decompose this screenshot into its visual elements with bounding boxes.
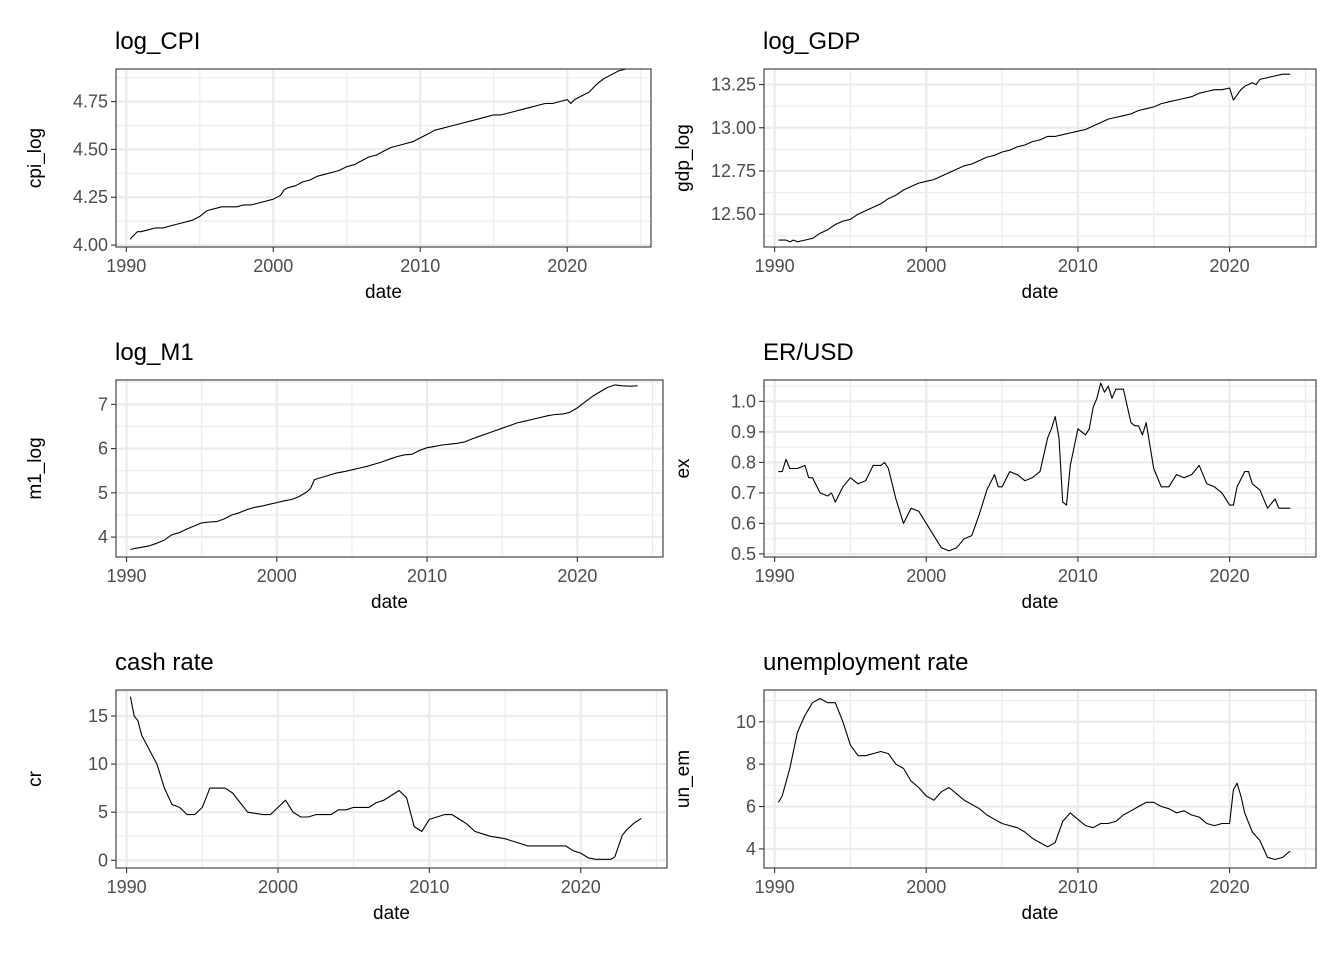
series-line-1	[778, 73, 1291, 243]
x-tick-label: 2010	[400, 256, 440, 276]
series-line-1	[130, 384, 638, 551]
series-line-1	[778, 382, 1291, 552]
y-tick-label: 12.75	[711, 161, 756, 181]
y-tick-label: 0.6	[731, 513, 756, 533]
y-tick-label: 1.0	[731, 391, 756, 411]
x-tick-label: 2010	[1058, 877, 1098, 897]
y-axis-title: cpi_log	[25, 128, 46, 188]
panel-6: 1990 2000 2010 2020 4 6 8 10 date un_em unemployme…	[673, 649, 1317, 924]
x-tick-label: 2000	[257, 566, 297, 586]
x-tick-label: 2020	[1210, 877, 1250, 897]
y-tick-label: 8	[746, 754, 756, 774]
y-tick-label: 0	[98, 850, 108, 870]
y-tick-label: 4.25	[73, 187, 108, 207]
y-tick-label: 13.00	[711, 118, 756, 138]
panel-border	[763, 68, 1317, 248]
x-tick-label: 2020	[1210, 256, 1250, 276]
y-tick-label: 4.00	[73, 235, 108, 255]
y-axis-title: gdp_log	[673, 124, 694, 192]
panel-title: unemployment rate	[763, 649, 968, 676]
x-tick-label: 1990	[755, 877, 795, 897]
x-tick-label: 2010	[407, 566, 447, 586]
x-tick-label: 2000	[253, 256, 293, 276]
panel-title: log_GDP	[763, 28, 860, 55]
panel-title: log_M1	[115, 339, 194, 366]
x-tick-label: 2000	[258, 877, 298, 897]
x-axis-title: date	[373, 903, 410, 924]
panel-border	[115, 689, 668, 869]
panel-title: ER/USD	[763, 339, 854, 366]
x-tick-label: 2000	[906, 877, 946, 897]
x-tick-label: 1990	[755, 566, 795, 586]
x-axis-title: date	[365, 282, 402, 303]
y-tick-label: 0.8	[731, 452, 756, 472]
x-tick-label: 1990	[755, 256, 795, 276]
x-tick-label: 1990	[106, 256, 146, 276]
series-line-1	[129, 696, 642, 860]
x-tick-label: 1990	[107, 877, 147, 897]
y-tick-label: 0.9	[731, 422, 756, 442]
x-tick-label: 2020	[561, 877, 601, 897]
x-tick-label: 2000	[906, 566, 946, 586]
series-line-1	[129, 68, 627, 240]
y-tick-label: 4.50	[73, 139, 108, 159]
y-tick-label: 6	[746, 797, 756, 817]
panel-5: 1990 2000 2010 2020 0 5 10 15 date cr cash rate	[25, 649, 668, 924]
x-tick-label: 2020	[547, 256, 587, 276]
y-tick-label: 4.75	[73, 92, 108, 112]
y-tick-label: 12.50	[711, 204, 756, 224]
x-axis-title: date	[1022, 903, 1059, 924]
series-line-1	[777, 697, 1291, 861]
y-tick-label: 5	[98, 802, 108, 822]
y-axis-title: un_em	[673, 750, 694, 808]
panel-border	[115, 379, 664, 558]
y-axis-title: m1_log	[25, 437, 46, 499]
y-tick-label: 10	[736, 712, 756, 732]
y-axis-title: cr	[25, 770, 46, 787]
panel-1: 1990 2000 2010 2020 4.00 4.25 4.50 4.75 date cpi_…	[25, 28, 652, 303]
x-tick-label: 2000	[906, 256, 946, 276]
panel-title: log_CPI	[115, 28, 200, 55]
y-tick-label: 13.25	[711, 75, 756, 95]
x-axis-title: date	[1022, 282, 1059, 303]
x-tick-label: 2010	[1058, 566, 1098, 586]
panel-border	[115, 68, 652, 248]
panel-border	[763, 379, 1317, 558]
y-tick-label: 4	[746, 839, 756, 859]
panel-4: 1990 2000 2010 2020 0.5 0.6 0.7 0.8 0.9 1.0 date ex…	[673, 339, 1317, 613]
y-axis-title: ex	[673, 458, 694, 479]
y-tick-label: 0.7	[731, 483, 756, 503]
y-tick-label: 10	[88, 754, 108, 774]
y-tick-label: 7	[98, 394, 108, 414]
panel-3: 1990 2000 2010 2020 4 5 6 7 date m1_log log_M1	[25, 339, 664, 613]
x-tick-label: 2010	[1058, 256, 1098, 276]
y-tick-label: 4	[98, 527, 108, 547]
x-axis-title: date	[1022, 592, 1059, 613]
x-axis-title: date	[371, 592, 408, 613]
x-tick-label: 1990	[106, 566, 146, 586]
x-tick-label: 2020	[557, 566, 597, 586]
panel-border	[763, 689, 1317, 869]
x-tick-label: 2010	[409, 877, 449, 897]
y-tick-label: 0.5	[731, 544, 756, 564]
y-tick-label: 5	[98, 483, 108, 503]
y-tick-label: 6	[98, 439, 108, 459]
panel-2: 1990 2000 2010 2020 12.50 12.75 13.00 13.25 date…	[673, 28, 1317, 303]
x-tick-label: 2020	[1210, 566, 1250, 586]
panel-title: cash rate	[115, 649, 214, 676]
y-tick-label: 15	[88, 706, 108, 726]
